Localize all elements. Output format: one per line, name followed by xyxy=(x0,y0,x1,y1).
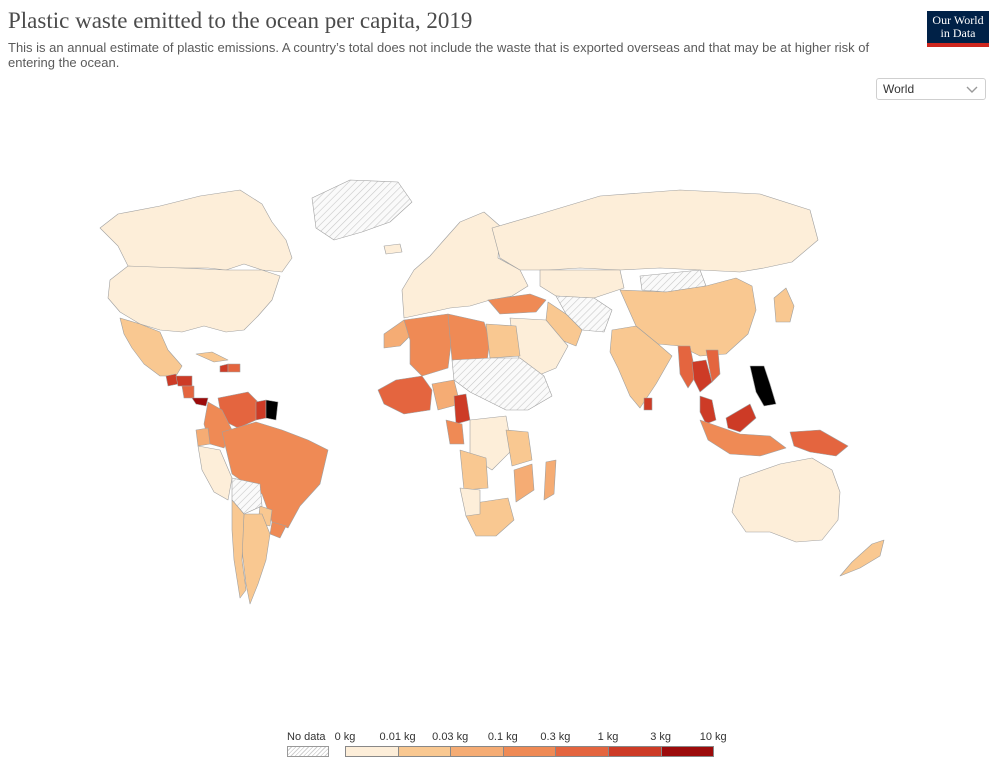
legend-no-data-swatch xyxy=(287,746,329,757)
legend-bin-6 xyxy=(660,746,715,757)
legend-bin-0 xyxy=(345,746,399,757)
legend-label-3: 0.1 kg xyxy=(487,731,518,743)
legend-label-0: 0 kg xyxy=(334,731,356,743)
region-west-africa[interactable]: West Africa xyxy=(377,375,433,415)
legend-label-1: 0.01 kg xyxy=(379,731,416,743)
region-madagascar[interactable]: Madagascar xyxy=(543,459,557,501)
region-morocco[interactable]: Morocco xyxy=(383,319,413,349)
region-thailand[interactable]: Thailand xyxy=(691,359,713,393)
region-iceland[interactable]: Iceland xyxy=(383,243,403,255)
chart-title: Plastic waste emitted to the ocean per c… xyxy=(8,8,473,33)
region-peru[interactable]: Peru xyxy=(197,445,233,501)
region-honduras[interactable]: Honduras xyxy=(175,375,193,387)
legend-bin-4 xyxy=(555,746,609,757)
region-russia[interactable]: Russia xyxy=(491,189,819,273)
chevron-down-icon xyxy=(966,86,978,93)
region-mozambique[interactable]: Mozambique xyxy=(513,463,535,503)
region-australia[interactable]: Australia xyxy=(731,457,841,543)
legend-label-6: 3 kg xyxy=(650,731,671,743)
region-vietnam[interactable]: Vietnam xyxy=(705,349,721,383)
region-select-value: World xyxy=(883,82,915,96)
logo-line-1: Our World xyxy=(932,13,984,27)
chart-subtitle: This is an annual estimate of plastic em… xyxy=(8,40,870,70)
region-dominican-republic[interactable]: Dominican Republic xyxy=(227,363,241,373)
region-papua-new-guinea[interactable]: Papua New Guinea xyxy=(789,429,849,457)
region-uruguay[interactable]: Uruguay xyxy=(269,521,287,539)
legend-label-5: 1 kg xyxy=(597,731,619,743)
region-panama[interactable]: Panama xyxy=(191,397,209,407)
legend-bin-1 xyxy=(397,746,452,757)
region-indonesia[interactable]: Indonesia xyxy=(699,419,787,457)
region-argentina[interactable]: Argentina xyxy=(241,513,271,605)
region-sahel[interactable]: Sahel xyxy=(451,357,553,411)
region-namibia[interactable]: Namibia xyxy=(459,487,481,517)
legend-bin-2 xyxy=(450,746,504,757)
region-united-states[interactable]: United States xyxy=(107,265,281,333)
region-japan[interactable]: Japan xyxy=(773,287,795,323)
region-sri-lanka[interactable]: Sri Lanka xyxy=(643,397,653,411)
region-myanmar[interactable]: Myanmar xyxy=(677,345,697,389)
region-kazakhstan[interactable]: Kazakhstan xyxy=(539,269,625,299)
region-select[interactable]: World xyxy=(876,78,986,100)
region-new-zealand[interactable]: New Zealand xyxy=(839,539,885,577)
region-algeria[interactable]: Algeria xyxy=(403,313,453,377)
region-ecuador[interactable]: Ecuador xyxy=(195,427,211,447)
region-malaysia[interactable]: Malaysia xyxy=(699,395,757,433)
region-tanzania[interactable]: Tanzania xyxy=(505,429,533,467)
region-cuba[interactable]: Cuba xyxy=(195,351,229,363)
region-india[interactable]: India xyxy=(609,325,673,409)
region-canada[interactable]: Canada xyxy=(99,189,293,273)
region-bolivia[interactable]: Bolivia xyxy=(231,477,263,515)
color-legend: No data 0 kg 0.01 kg 0.03 kg 0.1 kg 0.3 kg 1 … xyxy=(285,730,735,762)
region-suriname[interactable]: Suriname xyxy=(265,399,279,421)
region-cameroon[interactable]: Cameroon xyxy=(453,393,471,425)
region-haiti[interactable]: Haiti xyxy=(219,363,229,373)
legend-no-data-label: No data xyxy=(287,731,326,743)
region-turkey[interactable]: Turkey xyxy=(487,293,547,315)
region-nicaragua[interactable]: Nicaragua xyxy=(181,385,195,399)
legend-bin-3 xyxy=(502,746,557,757)
owid-logo[interactable]: Our World in Data xyxy=(927,11,989,47)
legend-bin-5 xyxy=(608,746,662,757)
legend-label-2: 0.03 kg xyxy=(432,731,469,743)
region-egypt[interactable]: Egypt xyxy=(485,323,521,359)
region-libya[interactable]: Libya xyxy=(447,313,491,369)
region-chile[interactable]: Chile xyxy=(231,499,247,599)
region-philippines[interactable]: Philippines xyxy=(749,365,777,407)
region-angola[interactable]: Angola xyxy=(459,449,489,491)
region-gabon[interactable]: Gabon xyxy=(445,419,465,445)
region-guyana[interactable]: Guyana xyxy=(255,399,267,421)
logo-line-2: in Data xyxy=(940,26,976,40)
world-map: CanadaUnited StatesMexicoGuatemalaHondur… xyxy=(99,179,885,605)
legend-label-7: 10 kg xyxy=(699,731,727,743)
legend-label-4: 0.3 kg xyxy=(540,731,571,743)
region-greenland[interactable]: Greenland xyxy=(311,179,413,241)
